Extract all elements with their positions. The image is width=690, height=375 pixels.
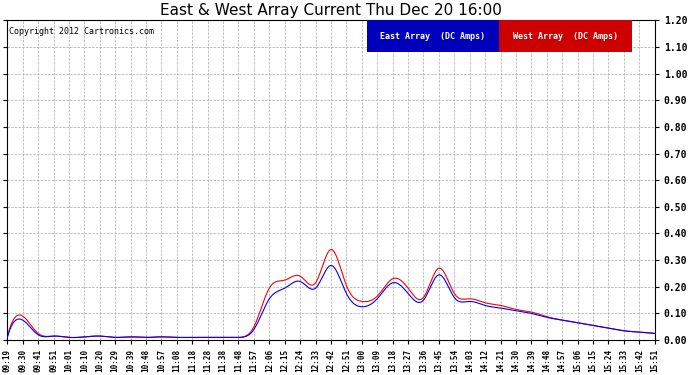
Bar — [366, 20, 500, 52]
Title: East & West Array Current Thu Dec 20 16:00: East & West Array Current Thu Dec 20 16:… — [160, 3, 502, 18]
Text: East Array  (DC Amps): East Array (DC Amps) — [380, 32, 486, 41]
Bar — [500, 20, 632, 52]
Text: Copyright 2012 Cartronics.com: Copyright 2012 Cartronics.com — [8, 27, 154, 36]
Text: West Array  (DC Amps): West Array (DC Amps) — [513, 32, 618, 41]
